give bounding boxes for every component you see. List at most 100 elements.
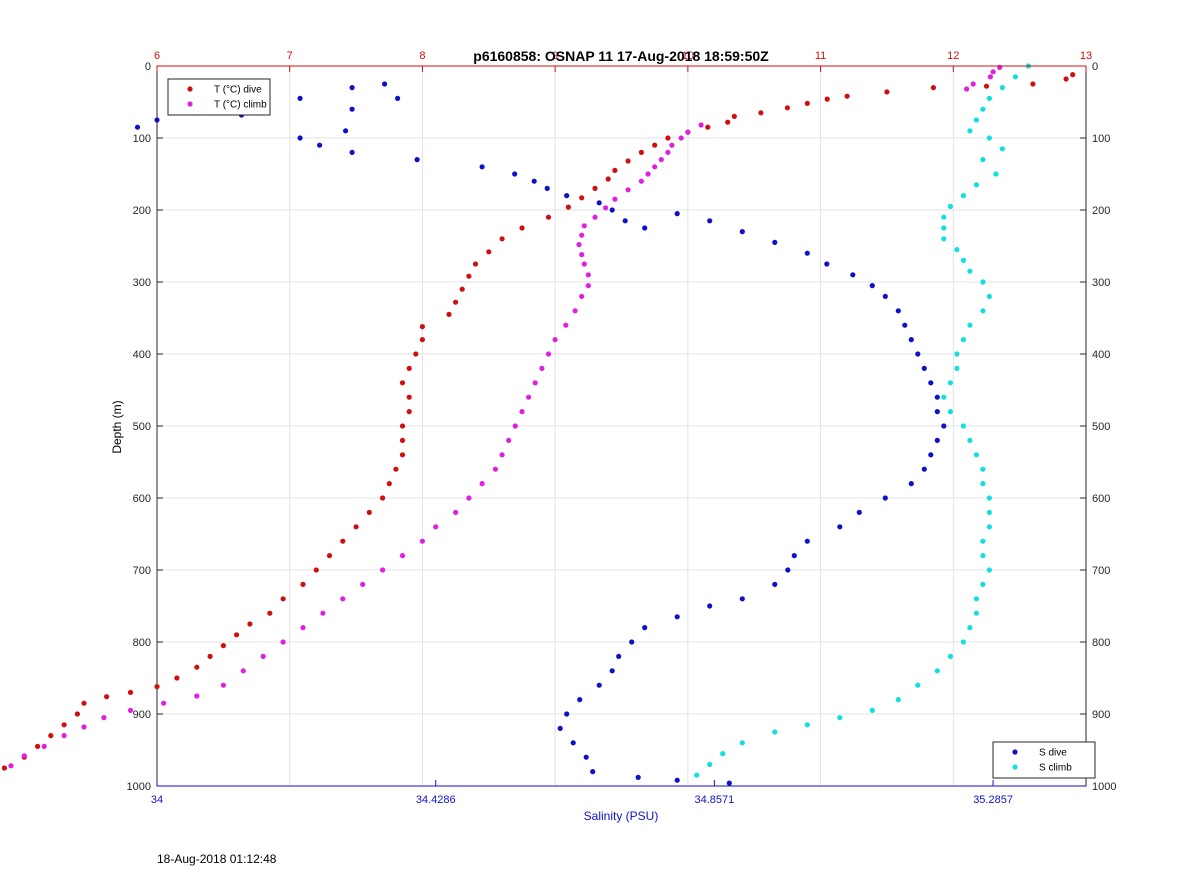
data-point [1070, 72, 1076, 78]
legend-label: S climb [1039, 763, 1072, 774]
data-point [343, 128, 349, 134]
data-point [512, 423, 518, 429]
data-point [592, 185, 598, 191]
data-point [127, 707, 134, 714]
data-point [990, 69, 996, 75]
data-point [947, 203, 954, 209]
data-point [967, 128, 973, 134]
data-point [552, 337, 558, 343]
data-point [61, 722, 67, 728]
data-point [665, 149, 671, 155]
data-point [622, 218, 628, 224]
data-point [340, 538, 346, 544]
data-point [127, 689, 134, 696]
data-point [934, 668, 940, 674]
data-point [8, 763, 14, 769]
data-point [399, 380, 406, 386]
y-tick-label-right: 0 [1092, 61, 1098, 73]
data-point [986, 293, 993, 299]
data-point [674, 211, 680, 217]
data-point [804, 722, 810, 728]
data-point [220, 682, 226, 688]
y-axis-label: Depth (m) [110, 400, 124, 453]
data-point [635, 774, 641, 781]
data-point [694, 772, 700, 778]
data-point [960, 257, 967, 263]
data-point [499, 236, 505, 242]
data-point [980, 106, 986, 112]
data-point [739, 229, 745, 235]
data-point [612, 167, 618, 173]
x-bottom-tick-label: 34.4286 [416, 794, 456, 806]
data-point [941, 423, 947, 429]
data-point [726, 780, 732, 786]
data-point [980, 538, 986, 544]
data-point [707, 761, 713, 768]
data-point [240, 668, 246, 674]
data-point [581, 223, 587, 229]
x-bottom-tick-label: 35.2857 [973, 794, 1013, 806]
data-point [453, 509, 459, 515]
data-point [1, 765, 7, 771]
data-point [642, 625, 648, 631]
x-top-tick-label: 8 [419, 50, 425, 62]
data-point [596, 682, 602, 688]
data-point [539, 365, 545, 371]
data-point [960, 337, 967, 343]
data-point [1063, 76, 1069, 82]
data-point [340, 596, 346, 602]
data-point [531, 178, 537, 184]
data-point [739, 740, 745, 746]
data-point [154, 684, 160, 690]
data-point [999, 146, 1006, 152]
data-point [934, 437, 940, 443]
data-point [472, 261, 479, 267]
data-point [707, 603, 713, 609]
data-point [612, 196, 618, 202]
data-point [980, 553, 986, 559]
data-point [986, 495, 993, 501]
x-top-tick-label: 6 [154, 50, 160, 62]
data-point [739, 596, 745, 602]
data-point [638, 178, 645, 184]
data-point [941, 225, 947, 231]
data-point [986, 567, 993, 573]
data-point [983, 83, 990, 89]
data-point [705, 124, 711, 130]
x-top-tick-label: 9 [552, 50, 558, 62]
data-point [576, 242, 582, 248]
data-point [349, 149, 355, 155]
legend-marker [1012, 764, 1018, 770]
data-point [317, 142, 323, 148]
data-point [824, 261, 830, 267]
x-axis-label: Salinity (PSU) [584, 809, 659, 823]
legend-label: T (°C) dive [214, 85, 262, 96]
x-top-tick-label: 7 [287, 50, 293, 62]
legend-box [167, 78, 271, 116]
data-point [967, 268, 973, 274]
data-point [446, 311, 452, 317]
data-point [174, 675, 180, 681]
data-point [506, 437, 512, 443]
data-point [596, 200, 602, 206]
data-point [658, 157, 664, 163]
data-point [479, 164, 485, 170]
plot-timestamp: 18-Aug-2018 01:12:48 [157, 852, 277, 866]
data-point [563, 322, 569, 328]
data-point [161, 700, 167, 706]
data-point [583, 754, 589, 760]
data-point [980, 581, 986, 588]
data-point [882, 495, 888, 501]
data-point [81, 700, 87, 706]
data-point [260, 653, 266, 660]
data-point [884, 89, 890, 95]
data-point [579, 232, 585, 238]
data-point [973, 182, 980, 188]
data-point [930, 85, 937, 91]
y-tick-label-right: 800 [1092, 637, 1110, 649]
data-point [908, 337, 914, 343]
data-point [366, 509, 372, 515]
data-point [895, 308, 901, 314]
data-point [609, 207, 615, 213]
data-point [393, 466, 399, 472]
